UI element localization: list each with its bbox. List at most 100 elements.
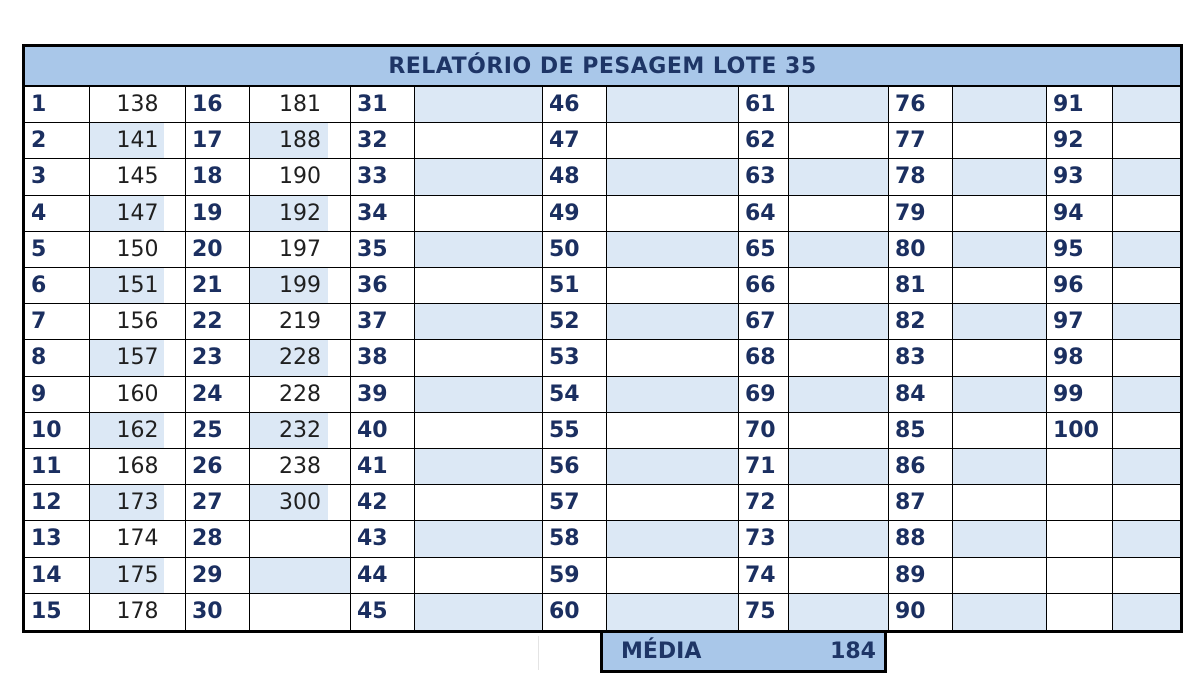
weight-cell [415,412,543,448]
animal-number-cell: 95 [1047,231,1113,267]
weight-cell [953,557,1047,593]
animal-number-cell [1047,557,1113,593]
table-row: 9 160 24 228 39 54 69 84 99 [25,376,1180,413]
animal-number-cell: 6 [25,268,90,304]
weight-cell [607,195,739,231]
animal-number-cell: 89 [889,557,953,593]
animal-number-cell: 14 [25,557,90,593]
animal-number-cell: 18 [186,159,250,195]
weight-cell [415,87,543,123]
weight-cell: 156 [90,304,186,340]
weight-cell [1113,231,1180,267]
animal-number-cell: 58 [543,521,607,557]
weight-cell [789,376,889,412]
weight-cell [789,521,889,557]
weight-cell: 238 [250,449,351,485]
weight-cell [953,123,1047,159]
weight-cell [250,593,351,630]
animal-number-cell: 55 [543,412,607,448]
weight-cell [607,521,739,557]
weight-cell [607,412,739,448]
animal-number-cell: 3 [25,159,90,195]
animal-number-cell: 82 [889,304,953,340]
animal-number-cell: 38 [351,340,415,376]
table-row: 2 141 17 188 32 47 62 77 92 [25,123,1180,160]
weight-cell [789,449,889,485]
weight-cell: 160 [90,376,186,412]
animal-number-cell: 100 [1047,412,1113,448]
weight-cell [953,195,1047,231]
weight-cell: 150 [90,231,186,267]
animal-number-cell: 15 [25,593,90,630]
animal-number-cell: 57 [543,485,607,521]
weight-cell [953,412,1047,448]
weight-cell: 300 [250,485,351,521]
weight-cell [607,231,739,267]
table-row: 13 174 28 43 58 73 88 [25,521,1180,558]
animal-number-cell: 53 [543,340,607,376]
animal-number-cell: 96 [1047,268,1113,304]
animal-number-cell: 74 [739,557,789,593]
weight-cell [415,557,543,593]
table-row: 8 157 23 228 38 53 68 83 98 [25,340,1180,377]
weight-cell [953,159,1047,195]
animal-number-cell: 22 [186,304,250,340]
animal-number-cell: 90 [889,593,953,630]
weight-cell [1113,87,1180,123]
weight-cell [1113,196,1180,231]
animal-number-cell: 70 [739,412,789,448]
weight-cell [415,231,543,267]
weight-cell: 157 [90,340,186,376]
animal-number-cell: 32 [351,123,415,159]
animal-number-cell: 29 [186,557,250,593]
animal-number-cell: 11 [25,449,90,485]
weight-cell: 188 [250,123,351,159]
animal-number-cell: 61 [739,87,789,123]
animal-number-cell: 12 [25,485,90,521]
animal-number-cell: 17 [186,123,250,159]
weight-cell [789,268,889,304]
animal-number-cell: 69 [739,376,789,412]
weight-cell [1113,268,1180,303]
weight-cell: 181 [250,87,351,123]
animal-number-cell: 16 [186,87,250,123]
animal-number-cell: 65 [739,231,789,267]
weight-cell: 228 [250,376,351,412]
animal-number-cell: 92 [1047,123,1113,159]
animal-number-cell: 52 [543,304,607,340]
animal-number-cell: 62 [739,123,789,159]
weight-cell [953,485,1047,521]
weight-cell [953,376,1047,412]
weight-cell [789,231,889,267]
weight-cell: 162 [90,412,186,448]
animal-number-cell [1047,449,1113,485]
animal-number-cell: 86 [889,449,953,485]
weight-cell [1113,485,1180,520]
animal-number-cell: 50 [543,231,607,267]
weight-cell [607,123,739,159]
weight-cell [415,123,543,159]
animal-number-cell: 36 [351,268,415,304]
animal-number-cell: 85 [889,412,953,448]
weight-cell [1113,413,1180,448]
animal-number-cell: 71 [739,449,789,485]
animal-number-cell: 25 [186,412,250,448]
weight-cell [953,340,1047,376]
weight-cell: 178 [90,593,186,630]
weight-cell [415,376,543,412]
weight-cell [1113,159,1180,195]
animal-number-cell: 59 [543,557,607,593]
weight-cell: 141 [90,123,186,159]
weight-cell [607,87,739,123]
animal-number-cell: 64 [739,195,789,231]
animal-number-cell: 84 [889,376,953,412]
animal-number-cell: 46 [543,87,607,123]
animal-number-cell: 20 [186,231,250,267]
animal-number-cell: 67 [739,304,789,340]
average-value: 184 [830,639,876,664]
table-row: 1 138 16 181 31 46 61 76 91 [25,87,1180,124]
weight-cell [789,340,889,376]
weight-cell: 228 [250,340,351,376]
animal-number-cell: 72 [739,485,789,521]
animal-number-cell: 76 [889,87,953,123]
